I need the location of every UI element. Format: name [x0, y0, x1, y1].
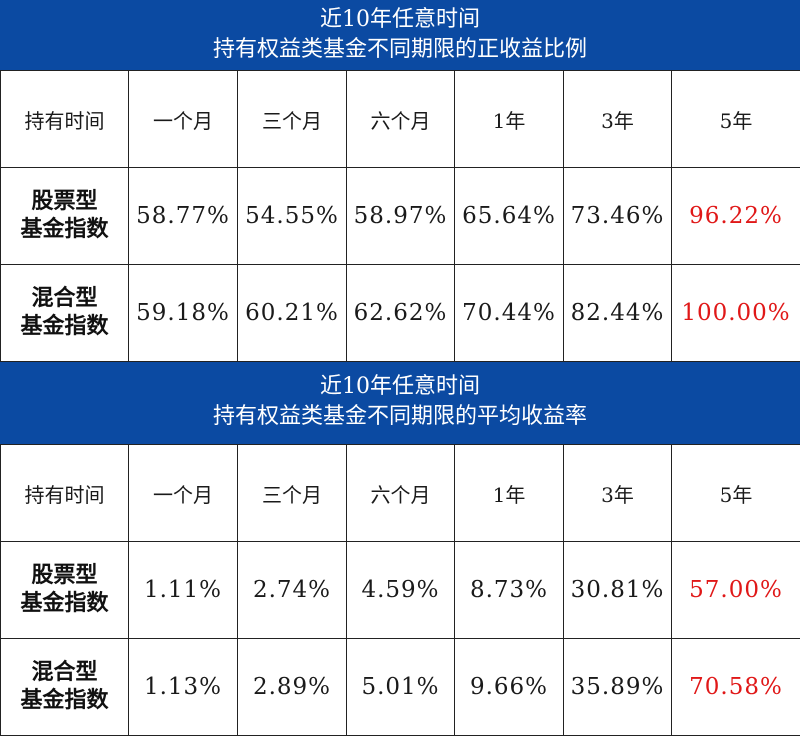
value-cell: 59.18% [129, 265, 238, 362]
value-cell-highlight: 96.22% [672, 168, 800, 265]
row-label: 股票型 基金指数 [1, 168, 129, 265]
value-cell: 60.21% [238, 265, 347, 362]
value-cell: 4.59% [347, 542, 455, 639]
row-label: 混合型 基金指数 [1, 639, 129, 736]
section1-table: 持有时间 一个月 三个月 六个月 1年 3年 5年 股票型 基金指数 58.77… [0, 70, 800, 362]
header-cell: 1年 [455, 445, 564, 542]
header-cell: 持有时间 [1, 445, 129, 542]
header-cell: 5年 [672, 71, 800, 168]
value-cell: 8.73% [455, 542, 564, 639]
section1-banner: 近10年任意时间 持有权益类基金不同期限的正收益比例 [0, 0, 800, 70]
row-label-line2: 基金指数 [20, 688, 108, 713]
row-label-line1: 股票型 [31, 563, 97, 588]
section2-title-line2: 持有权益类基金不同期限的平均收益率 [0, 402, 800, 432]
row-label: 股票型 基金指数 [1, 542, 129, 639]
table-row: 股票型 基金指数 58.77% 54.55% 58.97% 65.64% 73.… [1, 168, 800, 265]
row-label: 混合型 基金指数 [1, 265, 129, 362]
value-cell-highlight: 100.00% [672, 265, 800, 362]
value-cell: 1.11% [129, 542, 238, 639]
value-cell: 9.66% [455, 639, 564, 736]
header-cell: 一个月 [129, 71, 238, 168]
header-cell: 三个月 [238, 445, 347, 542]
row-label-line2: 基金指数 [20, 591, 108, 616]
header-cell: 1年 [455, 71, 564, 168]
value-cell: 30.81% [564, 542, 672, 639]
table-row: 混合型 基金指数 59.18% 60.21% 62.62% 70.44% 82.… [1, 265, 800, 362]
row-label-line1: 混合型 [31, 660, 97, 685]
value-cell: 62.62% [347, 265, 455, 362]
row-label-line1: 股票型 [31, 189, 97, 214]
section2-banner: 近10年任意时间 持有权益类基金不同期限的平均收益率 [0, 362, 800, 444]
value-cell: 5.01% [347, 639, 455, 736]
value-cell: 73.46% [564, 168, 672, 265]
header-cell: 5年 [672, 445, 800, 542]
section1-title-line1: 近10年任意时间 [0, 5, 800, 35]
section2-header-row: 持有时间 一个月 三个月 六个月 1年 3年 5年 [1, 445, 800, 542]
value-cell: 82.44% [564, 265, 672, 362]
section2-table: 持有时间 一个月 三个月 六个月 1年 3年 5年 股票型 基金指数 1.11%… [0, 444, 800, 736]
value-cell: 2.74% [238, 542, 347, 639]
section2-title-line1: 近10年任意时间 [0, 372, 800, 402]
value-cell: 65.64% [455, 168, 564, 265]
header-cell: 3年 [564, 445, 672, 542]
row-label-line2: 基金指数 [20, 314, 108, 339]
value-cell: 35.89% [564, 639, 672, 736]
header-cell: 持有时间 [1, 71, 129, 168]
row-label-line2: 基金指数 [20, 217, 108, 242]
value-cell-highlight: 70.58% [672, 639, 800, 736]
row-label-line1: 混合型 [31, 286, 97, 311]
section1-header-row: 持有时间 一个月 三个月 六个月 1年 3年 5年 [1, 71, 800, 168]
value-cell: 58.77% [129, 168, 238, 265]
value-cell: 2.89% [238, 639, 347, 736]
table-row: 股票型 基金指数 1.11% 2.74% 4.59% 8.73% 30.81% … [1, 542, 800, 639]
header-cell: 三个月 [238, 71, 347, 168]
value-cell-highlight: 57.00% [672, 542, 800, 639]
table-row: 混合型 基金指数 1.13% 2.89% 5.01% 9.66% 35.89% … [1, 639, 800, 736]
value-cell: 1.13% [129, 639, 238, 736]
header-cell: 六个月 [347, 71, 455, 168]
section1-title-line2: 持有权益类基金不同期限的正收益比例 [0, 35, 800, 65]
value-cell: 58.97% [347, 168, 455, 265]
header-cell: 六个月 [347, 445, 455, 542]
value-cell: 54.55% [238, 168, 347, 265]
header-cell: 3年 [564, 71, 672, 168]
header-cell: 一个月 [129, 445, 238, 542]
value-cell: 70.44% [455, 265, 564, 362]
